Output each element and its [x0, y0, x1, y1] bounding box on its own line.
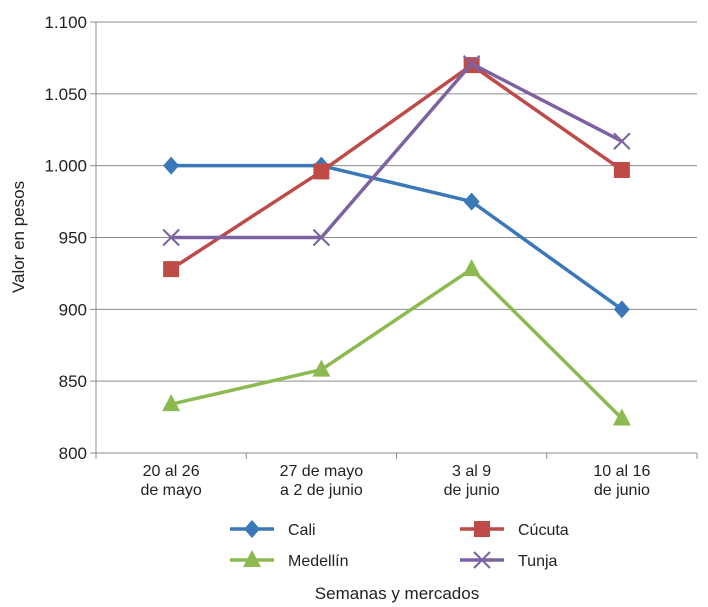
- legend-item: Medellín: [230, 550, 348, 570]
- data-point: [312, 359, 331, 377]
- data-point: [463, 192, 480, 211]
- y-tick-label: 1.050: [44, 85, 87, 104]
- y-tick-label: 900: [59, 300, 87, 319]
- data-point: [162, 394, 181, 412]
- data-point: [613, 132, 631, 150]
- legend-marker: [474, 521, 490, 537]
- legend-label: Cali: [288, 522, 316, 539]
- legend-item: Tunja: [460, 551, 558, 570]
- legend-label: Medellín: [288, 553, 348, 570]
- data-point: [163, 261, 180, 278]
- x-tick-label: 3 al 9 de junio: [444, 463, 500, 499]
- x-tick-labels: 20 al 26 de mayo 27 de mayo a 2 de junio 3 a…: [140, 463, 650, 499]
- y-tick-labels: 800 850 900 950 1.000 1.050 1.100: [44, 13, 87, 463]
- legend-marker: [244, 520, 260, 538]
- series-line: [171, 163, 623, 311]
- data-point: [462, 54, 481, 73]
- series-line: [171, 61, 623, 240]
- y-tick-label: 950: [59, 229, 87, 248]
- x-tick-label: 20 al 26 de mayo: [140, 463, 201, 499]
- series-line: [170, 63, 623, 271]
- series-3: [162, 259, 631, 426]
- y-axis-label: Valor en pesos: [9, 181, 28, 293]
- series-line: [170, 267, 624, 420]
- series-lines: [162, 54, 631, 426]
- data-point: [313, 163, 330, 180]
- data-point: [162, 228, 180, 247]
- data-point: [612, 408, 631, 426]
- x-tick-label: 10 al 16 de junio: [593, 463, 650, 499]
- data-point: [462, 259, 481, 277]
- legend-marker: [243, 550, 261, 567]
- y-tick-label: 1.100: [44, 13, 87, 32]
- y-tick-label: 850: [59, 372, 87, 391]
- legend-label: Cúcuta: [518, 522, 569, 539]
- legend-item: Cúcuta: [460, 521, 569, 539]
- y-tick-label: 1.000: [44, 157, 87, 176]
- series-2: [163, 57, 630, 278]
- legend-marker: [473, 551, 491, 569]
- data-point: [163, 156, 180, 175]
- data-point: [613, 161, 630, 178]
- x-tick-label: 27 de mayo a 2 de junio: [280, 463, 364, 499]
- data-point: [613, 300, 630, 319]
- series-4: [162, 54, 631, 247]
- legend-label: Tunja: [518, 553, 558, 570]
- x-axis-label: Semanas y mercados: [315, 584, 479, 603]
- data-point: [312, 228, 331, 247]
- legend-item: Cali: [230, 520, 316, 539]
- y-tick-label: 800: [59, 444, 87, 463]
- legend: Cali Cúcuta Medellín Tunja: [230, 520, 569, 570]
- axes: [90, 21, 698, 459]
